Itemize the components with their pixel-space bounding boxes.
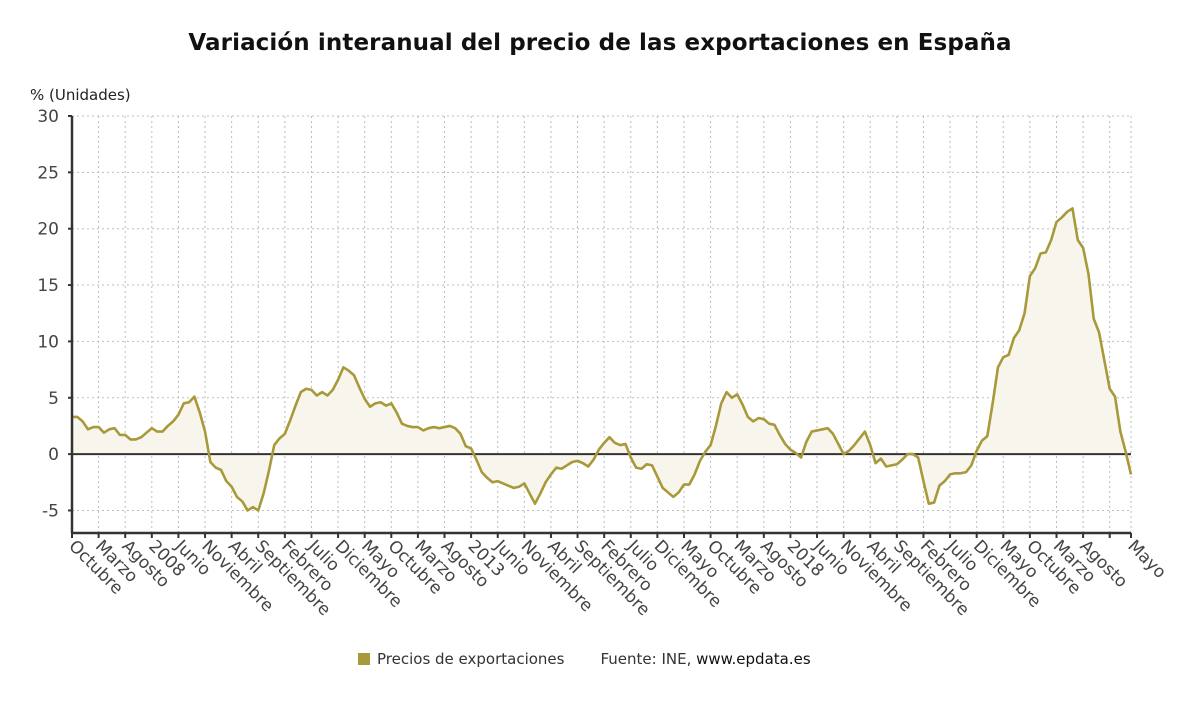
y-tick-label: 25	[37, 163, 59, 183]
area-fill	[72, 208, 1131, 511]
y-tick-label: 20	[37, 220, 59, 240]
source-note: Fuente: INE, www.epdata.es	[600, 650, 810, 668]
area-layer	[72, 207, 1133, 512]
y-tick-label: 10	[37, 332, 59, 352]
legend-swatch	[358, 653, 370, 665]
y-tick-label: 15	[37, 276, 59, 296]
series-line-precios-exportaciones	[72, 207, 1133, 512]
y-tick-label: 5	[48, 389, 59, 409]
legend-series-label: Precios de exportaciones	[377, 650, 565, 668]
axes	[70, 116, 1131, 535]
y-ticks: -5 0 5 10 15 20 25 30	[37, 107, 72, 521]
y-tick-label: 30	[37, 107, 59, 127]
y-axis-label: % (Unidades)	[30, 86, 131, 104]
y-tick-label: -5	[42, 501, 59, 521]
chart-title: Variación interanual del precio de las e…	[188, 30, 1012, 56]
legend: Precios de exportaciones Fuente: INE, ww…	[358, 650, 811, 668]
x-ticks: OctubreMarzoAgosto2008JunioNoviembreAbri…	[64, 533, 1170, 620]
y-tick-label: 0	[48, 445, 59, 465]
source-site: www.epdata.es	[696, 650, 811, 668]
source-prefix: Fuente: INE,	[600, 650, 697, 668]
